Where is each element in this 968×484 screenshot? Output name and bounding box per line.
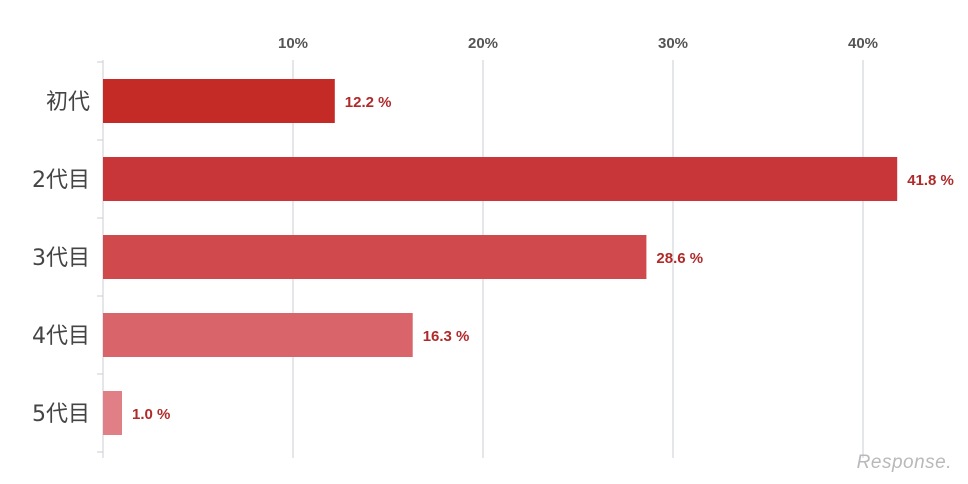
x-tick-20: 20% [468,35,498,52]
x-tick-10: 10% [278,35,308,52]
category-label-3: 3代目 [32,246,90,271]
value-label-1: 12.2 % [345,94,392,111]
bar-3 [103,235,647,279]
bars [103,79,898,435]
value-label-4: 16.3 % [423,328,470,345]
x-tick-30: 30% [658,35,688,52]
x-tick-40: 40% [848,35,878,52]
bar-1 [103,79,335,123]
category-label-2: 2代目 [32,168,90,193]
bar-5 [103,391,122,435]
x-tick-labels: 10% 20% 30% 40% [278,35,878,52]
value-label-3: 28.6 % [656,250,703,267]
category-labels: 初代 2代目 3代目 4代目 5代目 [32,90,90,427]
bar-4 [103,313,413,357]
bar-2 [103,157,898,201]
category-label-4: 4代目 [32,324,90,349]
response-watermark: Response. [856,452,952,473]
category-label-1: 初代 [46,90,90,115]
category-label-5: 5代目 [32,402,90,427]
value-labels: 12.2 % 41.8 % 28.6 % 16.3 % 1.0 % [132,94,954,423]
value-label-2: 41.8 % [907,172,954,189]
value-label-5: 1.0 % [132,406,170,423]
